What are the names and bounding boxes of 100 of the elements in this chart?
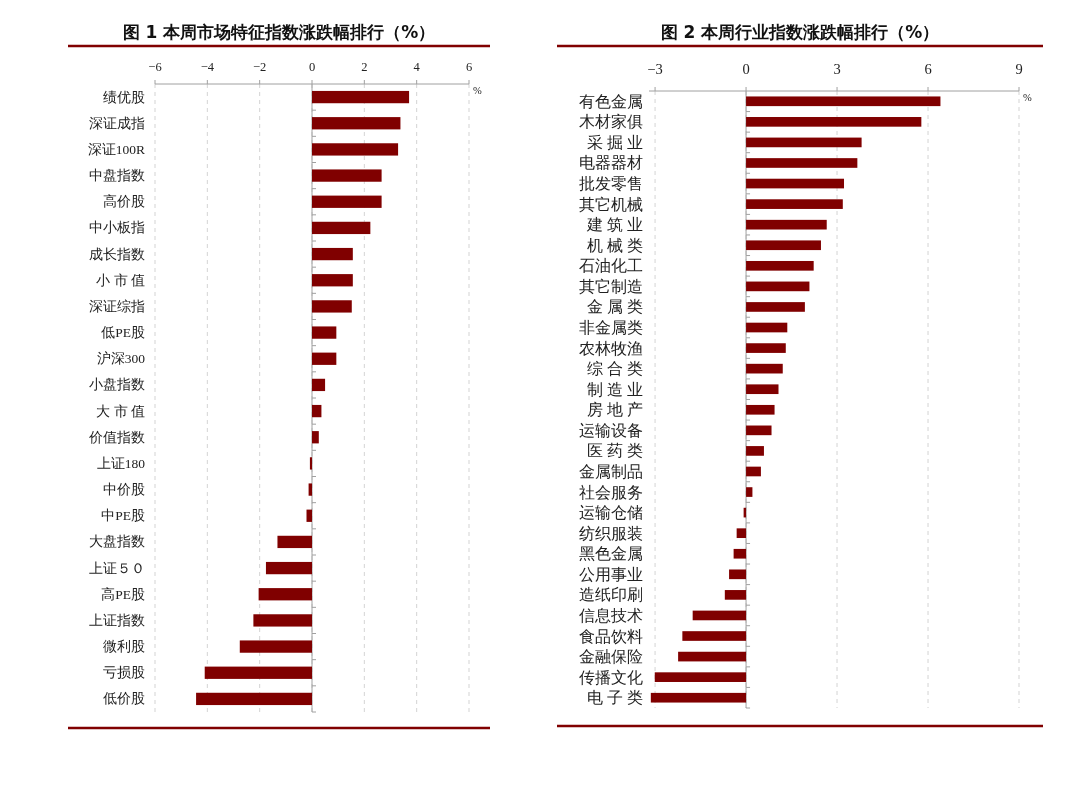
y-tick-label: 纺织服装: [579, 524, 643, 542]
y-tick-label: 小 市 值: [96, 272, 145, 288]
bar: [692, 610, 747, 621]
bar: [265, 561, 312, 575]
y-tick-label: 高PE股: [101, 586, 145, 602]
y-tick-label: 上证指数: [89, 612, 145, 628]
bar: [312, 195, 382, 208]
bar: [312, 169, 382, 182]
y-tick-label: 公用事业: [579, 565, 643, 583]
bar: [678, 651, 747, 662]
x-tick-label: 6: [924, 61, 932, 77]
y-tick-label: 黑色金属: [579, 545, 643, 563]
y-tick-label: 信息技术: [579, 606, 643, 624]
y-tick-label: 房 地 产: [587, 401, 643, 419]
bar: [277, 535, 312, 549]
y-tick-label: 食品饮料: [579, 627, 643, 645]
x-tick-label: −6: [148, 60, 162, 74]
y-tick-label: 医 药 类: [587, 442, 643, 460]
bar: [746, 363, 783, 374]
x-axis-title: %: [473, 85, 482, 96]
bar: [746, 343, 786, 353]
y-tick-label: 电器器材: [579, 154, 643, 172]
y-tick-label: 综 合 类: [587, 360, 643, 378]
bar: [239, 640, 312, 653]
bar: [746, 219, 827, 230]
bar: [253, 614, 312, 627]
bar: [258, 588, 312, 601]
bar: [746, 404, 775, 415]
x-axis-title: %: [1023, 92, 1032, 103]
bar: [312, 431, 319, 444]
bar: [746, 281, 810, 292]
y-tick-label: 其它制造: [579, 277, 643, 295]
bar: [746, 260, 814, 271]
bar: [312, 117, 401, 130]
y-tick-label: 成长指数: [89, 246, 145, 262]
bar: [312, 143, 399, 156]
bar: [736, 528, 747, 539]
y-tick-label: 沪深300: [96, 351, 146, 367]
y-tick-label: 制 造 业: [587, 380, 643, 398]
chart-title: 图 1 本周市场特征指数涨跌幅排行（%）: [122, 22, 436, 42]
bar: [746, 487, 753, 497]
bar: [312, 404, 322, 418]
y-tick-label: 小盘指数: [89, 377, 145, 393]
bar: [312, 221, 371, 235]
y-tick-label: 金 属 类: [587, 298, 643, 316]
x-tick-label: 4: [413, 60, 421, 74]
y-tick-label: 其它机械: [579, 195, 643, 213]
bar: [746, 117, 922, 127]
y-tick-label: 绩优股: [103, 89, 145, 105]
x-tick-label: 6: [465, 60, 473, 74]
y-tick-label: 深证100R: [87, 141, 145, 157]
bar: [746, 384, 779, 395]
y-tick-label: 亏损股: [103, 665, 145, 681]
bar: [650, 692, 747, 703]
y-tick-label: 低价股: [103, 691, 145, 707]
y-tick-label: 有色金属: [579, 92, 643, 110]
bar: [312, 274, 353, 287]
bar: [312, 326, 337, 339]
bar: [746, 302, 805, 312]
y-tick-label: 机 械 类: [587, 236, 643, 254]
bar: [746, 240, 821, 251]
y-tick-label: 运输仓储: [579, 504, 643, 522]
y-tick-label: 中价股: [103, 482, 145, 498]
x-tick-label: 3: [833, 61, 841, 77]
bar: [746, 137, 862, 148]
bar: [204, 666, 312, 679]
bar: [312, 378, 326, 392]
y-tick-label: 上证180: [96, 455, 146, 471]
y-tick-label: 中PE股: [101, 508, 145, 524]
bar: [746, 96, 941, 107]
bar: [746, 446, 764, 456]
y-tick-label: 社会服务: [579, 483, 643, 501]
y-tick-label: 大 市 值: [96, 403, 145, 419]
bar: [746, 425, 772, 436]
y-tick-label: 价值指数: [88, 429, 145, 445]
y-tick-label: 上证５０: [89, 560, 145, 576]
x-tick-label: −2: [253, 60, 267, 74]
bar: [312, 247, 353, 261]
bar: [312, 90, 410, 104]
y-tick-label: 中盘指数: [89, 168, 145, 184]
y-tick-label: 深证综指: [89, 298, 145, 314]
bar: [312, 352, 337, 365]
y-tick-label: 建 筑 业: [586, 216, 643, 234]
bar: [729, 569, 747, 580]
y-tick-label: 石油化工: [579, 257, 643, 275]
bar: [654, 672, 747, 682]
y-tick-label: 运输设备: [579, 421, 643, 439]
y-tick-label: 中小板指: [89, 220, 145, 236]
bar: [309, 457, 312, 470]
y-tick-label: 金融保险: [579, 648, 643, 666]
x-tick-label: 2: [361, 60, 368, 74]
x-tick-label: 0: [742, 61, 750, 77]
x-tick-label: −3: [647, 61, 663, 77]
y-tick-label: 传播文化: [579, 668, 643, 686]
bar: [746, 199, 843, 209]
x-tick-label: 0: [308, 60, 316, 74]
y-tick-label: 金属制品: [579, 462, 643, 480]
bar: [746, 158, 858, 168]
bar: [733, 548, 747, 559]
y-tick-label: 木材家俱: [579, 113, 643, 131]
